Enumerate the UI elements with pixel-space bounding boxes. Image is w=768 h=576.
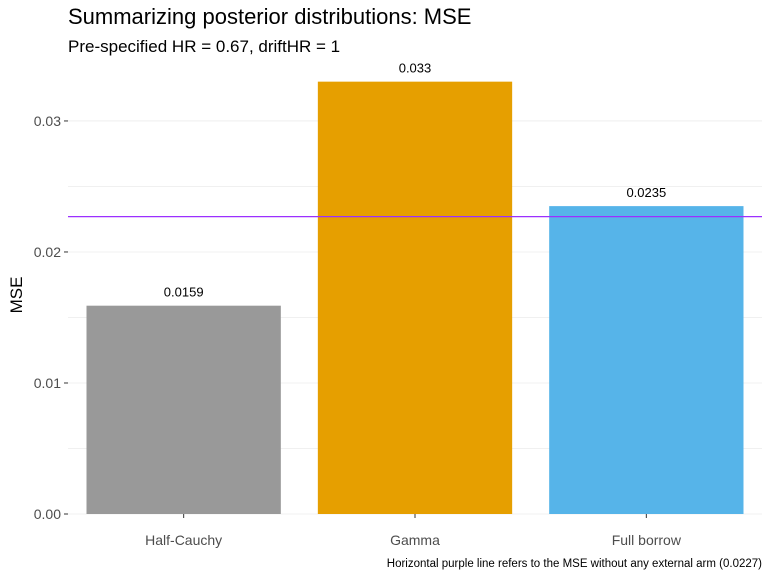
x-tick-label: Half-Cauchy — [145, 532, 222, 548]
y-tick-label: 0.00 — [34, 506, 61, 522]
bar-gamma — [317, 81, 513, 515]
x-tick-label: Gamma — [390, 532, 440, 548]
x-axis: Half-Cauchy Gamma Full borrow — [145, 514, 682, 548]
y-tick-label: 0.02 — [34, 244, 61, 260]
chart-title: Summarizing posterior distributions: MSE — [68, 4, 471, 29]
data-label: 0.0235 — [626, 185, 666, 200]
y-tick-label: 0.03 — [34, 113, 61, 129]
y-axis-title: MSE — [7, 277, 26, 314]
chart-caption: Horizontal purple line refers to the MSE… — [387, 558, 762, 570]
chart-subtitle: Pre-specified HR = 0.67, driftHR = 1 — [68, 37, 340, 56]
data-label: 0.0159 — [164, 285, 204, 300]
bar-half-cauchy — [86, 305, 281, 514]
bar-full-borrow — [549, 206, 744, 514]
bars — [86, 81, 744, 515]
data-labels: 0.0159 0.033 0.0235 — [164, 61, 666, 300]
y-tick-label: 0.01 — [34, 375, 61, 391]
data-label: 0.033 — [399, 61, 432, 76]
y-axis: 0.00 0.01 0.02 0.03 — [34, 113, 68, 522]
x-tick-label: Full borrow — [612, 532, 682, 548]
